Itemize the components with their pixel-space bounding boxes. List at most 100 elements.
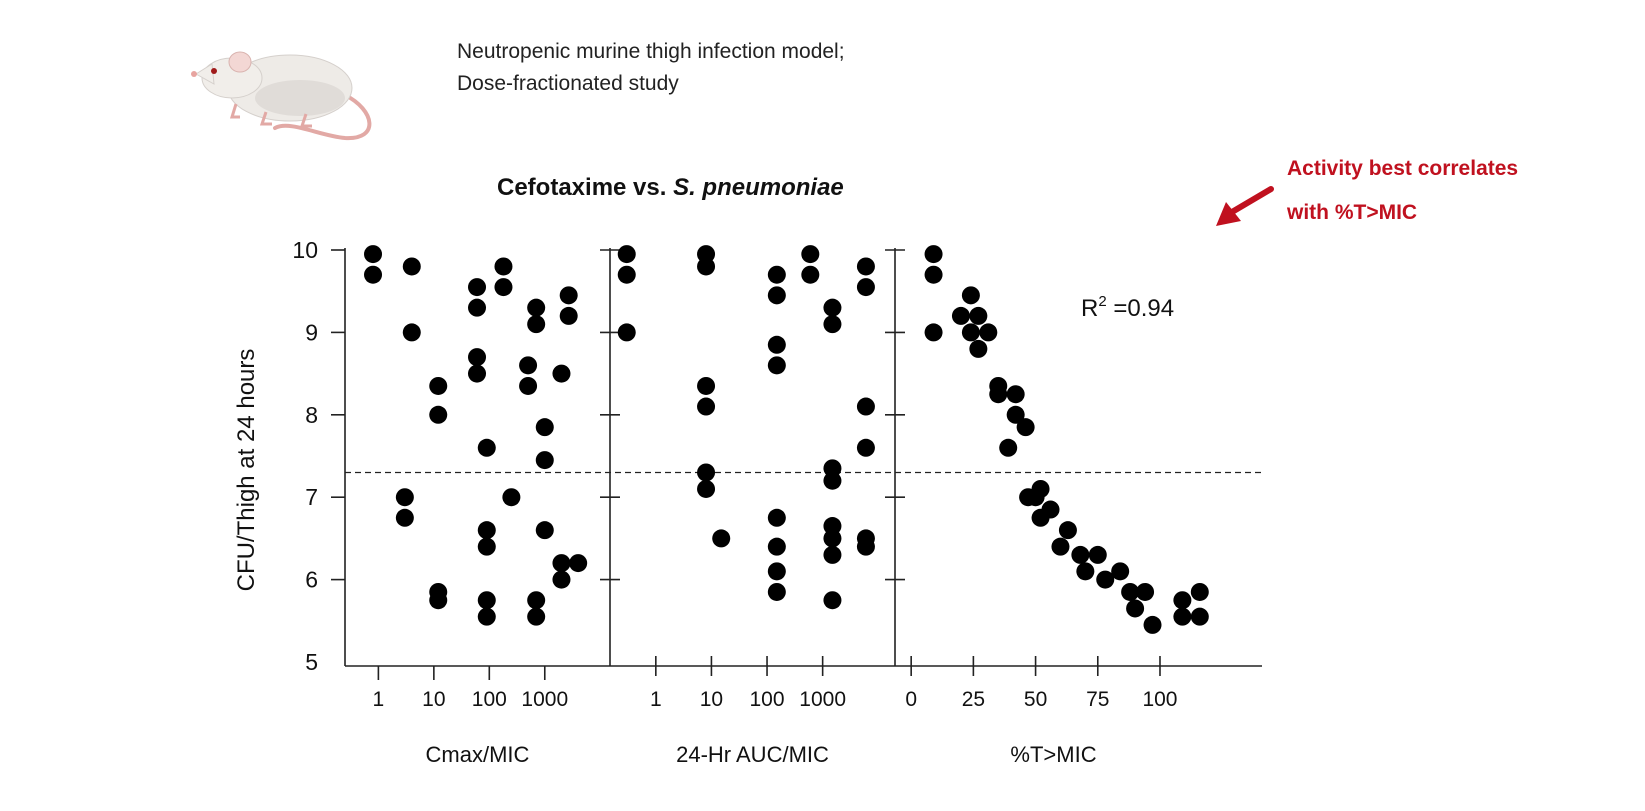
data-point xyxy=(395,488,414,507)
x-tick-label: 100 xyxy=(750,688,785,711)
data-point xyxy=(961,286,980,305)
data-point xyxy=(951,306,970,325)
data-point xyxy=(364,265,383,284)
data-point xyxy=(552,570,571,589)
data-point xyxy=(502,488,521,507)
data-point xyxy=(477,591,496,610)
data-point xyxy=(767,356,786,375)
y-tick-label: 9 xyxy=(305,319,318,345)
data-point xyxy=(697,245,716,264)
chart-title: Cefotaxime vs. S. pneumoniae xyxy=(497,174,844,201)
data-point xyxy=(801,265,820,284)
data-point xyxy=(1058,521,1077,540)
data-point xyxy=(1126,599,1145,618)
data-point xyxy=(697,257,716,276)
data-point xyxy=(989,385,1008,404)
callout-line-1: Activity best correlates xyxy=(1287,157,1518,180)
data-point xyxy=(856,397,875,416)
data-point xyxy=(1088,545,1107,564)
data-point xyxy=(823,471,842,490)
y-tick-label: 7 xyxy=(305,484,318,510)
data-point xyxy=(712,529,731,548)
data-point xyxy=(924,245,943,264)
data-point xyxy=(969,306,988,325)
data-point xyxy=(527,298,546,317)
caption-line-1: Neutropenic murine thigh infection model… xyxy=(457,40,845,63)
data-point xyxy=(429,376,448,395)
data-point xyxy=(1173,607,1192,626)
data-point xyxy=(617,245,636,264)
data-point xyxy=(697,376,716,395)
r-squared-value: =0.94 xyxy=(1107,295,1174,322)
data-point xyxy=(767,537,786,556)
data-point xyxy=(1016,418,1035,437)
data-point xyxy=(1051,537,1070,556)
data-point xyxy=(767,562,786,581)
data-point xyxy=(697,479,716,498)
data-point xyxy=(969,339,988,358)
data-point xyxy=(559,286,578,305)
data-point xyxy=(535,451,554,470)
data-point xyxy=(823,517,842,536)
data-point xyxy=(823,315,842,334)
data-point xyxy=(477,607,496,626)
data-point xyxy=(527,315,546,334)
data-point xyxy=(767,582,786,601)
data-point xyxy=(1041,500,1060,519)
data-point xyxy=(527,607,546,626)
data-point xyxy=(552,554,571,573)
caption-line-2: Dose-fractionated study xyxy=(457,72,679,95)
y-tick-label: 6 xyxy=(305,567,318,593)
data-point xyxy=(924,265,943,284)
data-point xyxy=(1190,607,1209,626)
data-point xyxy=(856,278,875,297)
data-point xyxy=(468,348,487,367)
data-point xyxy=(559,306,578,325)
data-point xyxy=(856,537,875,556)
r-squared-superscript: 2 xyxy=(1098,293,1106,310)
data-point xyxy=(823,591,842,610)
y-tick-label: 10 xyxy=(292,237,318,263)
data-point xyxy=(961,323,980,342)
data-point xyxy=(468,278,487,297)
data-point xyxy=(767,286,786,305)
x-tick-label: 75 xyxy=(1086,688,1109,711)
data-point xyxy=(856,438,875,457)
callout-line-2: with %T>MIC xyxy=(1286,201,1417,224)
data-point xyxy=(1006,405,1025,424)
y-tick-label: 8 xyxy=(305,402,318,428)
data-point xyxy=(477,521,496,540)
x-tick-label: 10 xyxy=(422,688,445,711)
data-point xyxy=(697,463,716,482)
r-squared-symbol: R xyxy=(1081,295,1098,322)
x-tick-label: 50 xyxy=(1024,688,1047,711)
data-point xyxy=(823,298,842,317)
panel-3-x-axis-label: %T>MIC xyxy=(1010,742,1096,767)
data-point xyxy=(569,554,588,573)
data-point xyxy=(823,529,842,548)
data-point xyxy=(429,405,448,424)
x-tick-label: 1 xyxy=(373,688,385,711)
x-tick-label: 1000 xyxy=(799,688,846,711)
data-point xyxy=(1111,562,1130,581)
data-point xyxy=(801,245,820,264)
data-point xyxy=(527,591,546,610)
x-tick-label: 0 xyxy=(905,688,917,711)
x-tick-label: 25 xyxy=(962,688,985,711)
data-point xyxy=(477,438,496,457)
data-point xyxy=(999,438,1018,457)
data-point xyxy=(617,323,636,342)
panel-1-x-axis-label: Cmax/MIC xyxy=(426,742,530,767)
data-point xyxy=(856,257,875,276)
data-point xyxy=(402,257,421,276)
data-point xyxy=(924,323,943,342)
data-point xyxy=(535,418,554,437)
data-point xyxy=(617,265,636,284)
arrow-down-left-icon xyxy=(1216,186,1274,226)
data-point xyxy=(468,298,487,317)
x-tick-label: 1000 xyxy=(521,688,568,711)
panel-2-x-axis-label: 24-Hr AUC/MIC xyxy=(676,742,829,767)
x-tick-label: 100 xyxy=(472,688,507,711)
